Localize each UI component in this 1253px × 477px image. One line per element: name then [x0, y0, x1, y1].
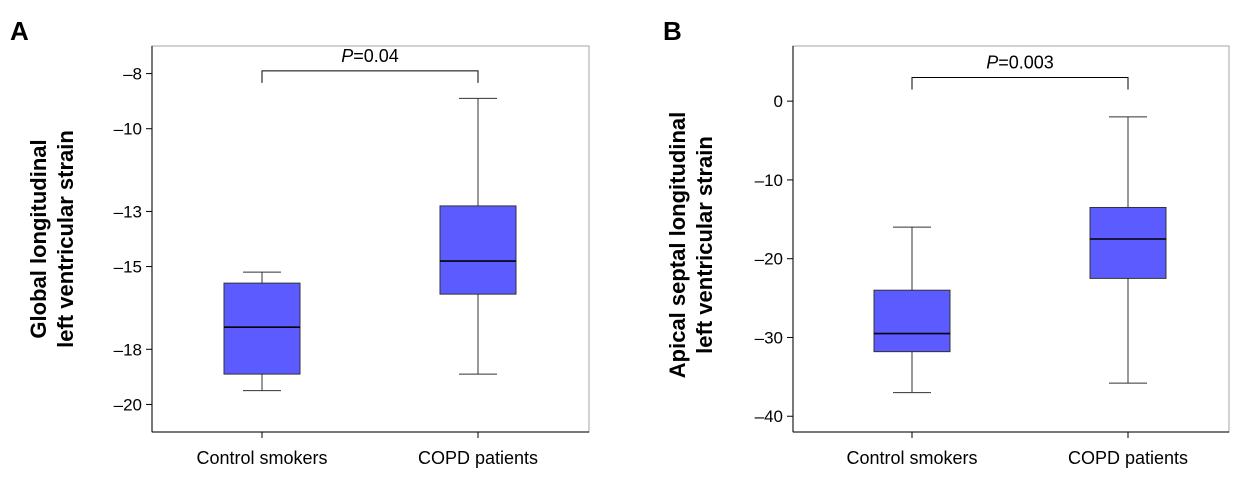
- iqr-box: [1089, 206, 1167, 279]
- y-tick-label: –15: [114, 258, 142, 277]
- p-value-symbol: P: [341, 46, 353, 66]
- y-tick-label: –10: [114, 120, 142, 139]
- p-value-label: P=0.04: [341, 46, 399, 66]
- x-tick-label: COPD patients: [1068, 448, 1188, 468]
- y-tick-label: 0: [774, 92, 783, 111]
- y-axis-title-line: Apical septal longitudinal: [665, 112, 690, 378]
- panel-label: B: [663, 16, 682, 46]
- x-tick-label: COPD patients: [418, 448, 538, 468]
- x-tick-label: Control smokers: [196, 448, 327, 468]
- y-tick-label: –10: [755, 171, 783, 190]
- y-axis-title-line: Global longitudinal: [26, 139, 51, 338]
- box-plot-copd-patients: [1089, 116, 1167, 384]
- y-tick-label: –8: [123, 65, 142, 84]
- y-tick-label: –40: [755, 407, 783, 426]
- y-axis-title: Apical septal longitudinalleft ventricul…: [665, 112, 717, 378]
- y-tick-label: –20: [114, 395, 142, 414]
- p-value-number: =0.04: [353, 46, 399, 66]
- y-tick-label: –30: [755, 328, 783, 347]
- y-tick-label: –18: [114, 340, 142, 359]
- iqr-box: [439, 205, 517, 295]
- y-tick-label: –13: [114, 202, 142, 221]
- x-tick-label: Control smokers: [846, 448, 977, 468]
- significance-bracket: [261, 70, 479, 83]
- box-plot-copd-patients: [439, 97, 517, 375]
- panel-b: B Apical septal longitudinalleft ventricu…: [663, 16, 1230, 468]
- significance-bracket: [911, 77, 1129, 90]
- panel-a: A Global longitudinalleft ventricular str…: [10, 16, 590, 468]
- plot-frame: [151, 45, 590, 433]
- y-axis-title: Global longitudinalleft ventricular stra…: [26, 130, 78, 348]
- p-value-symbol: P: [986, 53, 998, 73]
- y-axis-title-line: left ventricular strain: [53, 130, 78, 348]
- box-plot-control-smokers: [873, 226, 951, 394]
- panel-label: A: [10, 16, 29, 46]
- iqr-box: [873, 289, 951, 353]
- y-axis-title-line: left ventricular strain: [692, 136, 717, 354]
- p-value-number: =0.003: [998, 53, 1054, 73]
- y-tick-label: –20: [755, 250, 783, 269]
- p-value-label: P=0.003: [986, 53, 1054, 73]
- iqr-box: [223, 282, 301, 375]
- box-plot-control-smokers: [223, 271, 301, 392]
